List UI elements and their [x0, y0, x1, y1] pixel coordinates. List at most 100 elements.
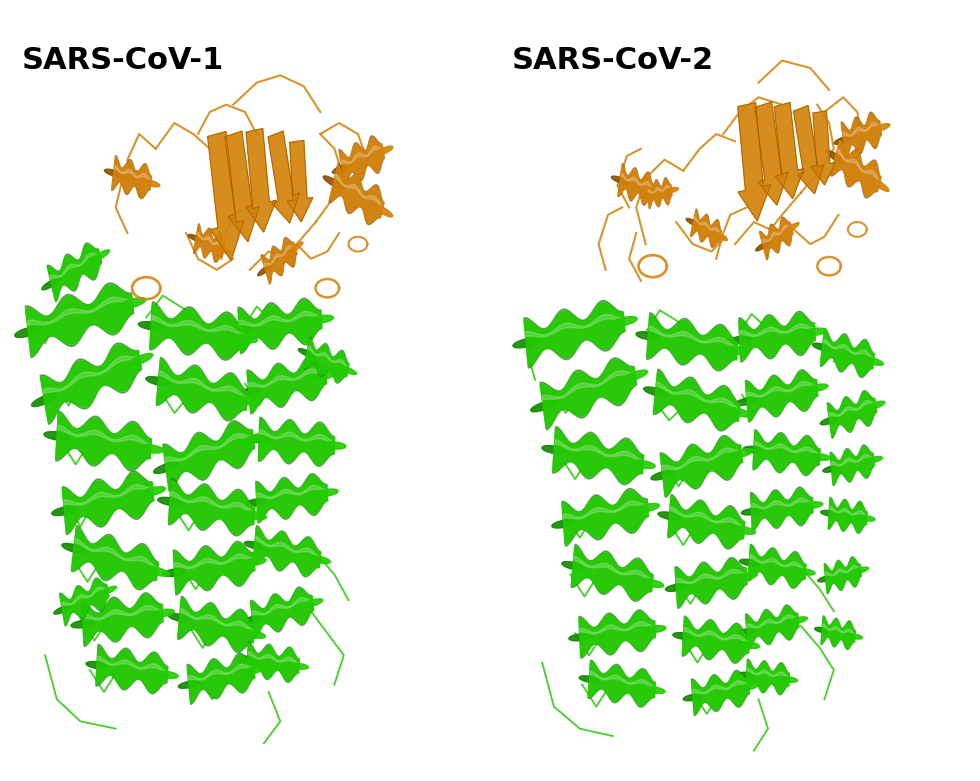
Polygon shape	[72, 527, 159, 588]
Ellipse shape	[756, 241, 770, 251]
Polygon shape	[157, 359, 248, 419]
Ellipse shape	[644, 626, 666, 633]
Ellipse shape	[869, 177, 889, 191]
Ellipse shape	[789, 617, 808, 624]
Ellipse shape	[730, 449, 753, 458]
Ellipse shape	[531, 401, 556, 412]
Polygon shape	[194, 225, 224, 261]
Ellipse shape	[287, 242, 303, 254]
Ellipse shape	[686, 219, 701, 227]
Ellipse shape	[728, 337, 752, 344]
Ellipse shape	[725, 346, 750, 355]
Polygon shape	[760, 217, 793, 260]
Polygon shape	[821, 615, 856, 650]
Polygon shape	[618, 165, 653, 204]
Polygon shape	[304, 337, 349, 383]
Ellipse shape	[631, 460, 656, 469]
Polygon shape	[305, 338, 349, 382]
Polygon shape	[827, 390, 876, 438]
Polygon shape	[588, 662, 656, 705]
Ellipse shape	[736, 398, 758, 405]
Ellipse shape	[242, 615, 263, 623]
Ellipse shape	[156, 671, 178, 679]
Ellipse shape	[248, 436, 270, 443]
Ellipse shape	[738, 628, 757, 635]
Ellipse shape	[812, 343, 832, 351]
Ellipse shape	[315, 371, 337, 380]
Polygon shape	[269, 131, 300, 223]
Ellipse shape	[739, 641, 760, 648]
Ellipse shape	[818, 576, 834, 582]
Polygon shape	[253, 526, 320, 577]
Ellipse shape	[141, 180, 160, 187]
Polygon shape	[746, 369, 817, 423]
Polygon shape	[259, 419, 334, 465]
Ellipse shape	[823, 465, 841, 473]
Ellipse shape	[796, 569, 815, 575]
Polygon shape	[654, 371, 740, 429]
Ellipse shape	[814, 627, 830, 633]
Ellipse shape	[227, 326, 252, 334]
Polygon shape	[830, 446, 874, 484]
Ellipse shape	[31, 394, 57, 407]
Polygon shape	[56, 413, 151, 469]
Ellipse shape	[298, 348, 316, 358]
Polygon shape	[746, 607, 799, 647]
Polygon shape	[524, 303, 625, 366]
Ellipse shape	[542, 445, 566, 454]
Polygon shape	[339, 136, 384, 187]
Ellipse shape	[834, 136, 854, 144]
Polygon shape	[831, 140, 881, 196]
Ellipse shape	[645, 686, 665, 694]
Ellipse shape	[145, 566, 170, 576]
Polygon shape	[794, 105, 824, 194]
Ellipse shape	[809, 454, 830, 460]
Polygon shape	[62, 471, 154, 535]
Polygon shape	[821, 617, 856, 648]
Ellipse shape	[673, 633, 694, 640]
Ellipse shape	[178, 680, 199, 688]
Ellipse shape	[72, 620, 95, 628]
Ellipse shape	[246, 498, 268, 506]
Ellipse shape	[99, 587, 117, 595]
Polygon shape	[56, 411, 151, 471]
Ellipse shape	[339, 366, 357, 375]
Polygon shape	[579, 610, 656, 658]
Polygon shape	[173, 541, 255, 595]
Ellipse shape	[864, 456, 882, 463]
Polygon shape	[163, 421, 255, 491]
Polygon shape	[820, 328, 874, 378]
Ellipse shape	[188, 234, 204, 242]
Ellipse shape	[742, 508, 761, 515]
Ellipse shape	[244, 666, 265, 674]
Ellipse shape	[733, 526, 756, 534]
Ellipse shape	[738, 672, 756, 678]
Polygon shape	[692, 672, 750, 714]
Polygon shape	[187, 653, 255, 704]
Polygon shape	[173, 544, 255, 593]
Polygon shape	[259, 417, 334, 466]
Polygon shape	[691, 209, 721, 248]
Polygon shape	[739, 312, 815, 362]
Ellipse shape	[826, 150, 846, 164]
Ellipse shape	[568, 634, 591, 641]
Polygon shape	[60, 578, 109, 626]
Ellipse shape	[90, 250, 110, 262]
Ellipse shape	[641, 193, 656, 198]
Polygon shape	[755, 102, 788, 205]
Polygon shape	[163, 423, 255, 490]
Polygon shape	[540, 358, 636, 430]
Polygon shape	[60, 580, 109, 625]
Ellipse shape	[234, 396, 260, 405]
Polygon shape	[760, 219, 793, 259]
Ellipse shape	[158, 497, 182, 506]
Ellipse shape	[86, 662, 108, 669]
Ellipse shape	[317, 489, 338, 496]
Ellipse shape	[242, 511, 267, 519]
Ellipse shape	[237, 387, 261, 397]
Polygon shape	[682, 616, 750, 663]
Polygon shape	[824, 558, 861, 593]
Ellipse shape	[665, 584, 687, 591]
Polygon shape	[238, 301, 321, 351]
Polygon shape	[753, 431, 820, 474]
